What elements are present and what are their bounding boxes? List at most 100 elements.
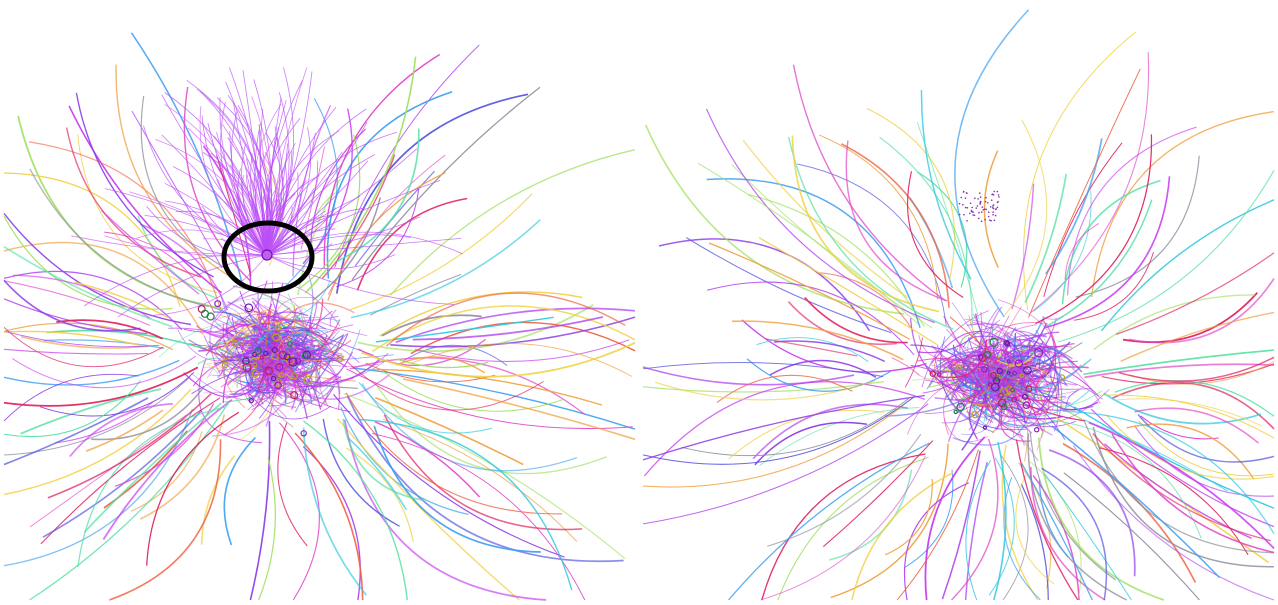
graph-edge <box>375 316 554 343</box>
graph-edge <box>968 375 1002 431</box>
isolated-node <box>992 204 995 206</box>
graph-node <box>252 351 258 358</box>
graph-node <box>290 391 299 400</box>
graph-edge <box>1114 380 1275 417</box>
graph-edge <box>756 337 869 363</box>
graph-edge <box>940 370 986 393</box>
graph-edge <box>746 358 892 392</box>
graph-edge <box>1099 394 1275 439</box>
graph-edge <box>891 357 920 376</box>
graph-node <box>953 409 958 415</box>
graph-edge <box>3 270 183 331</box>
graph-edge <box>1043 364 1082 385</box>
isolated-node <box>969 212 971 215</box>
graph-edge <box>302 420 409 601</box>
hub-edge <box>266 234 412 256</box>
graph-edge <box>102 398 233 540</box>
graph-edge <box>941 450 981 600</box>
isolated-node <box>990 219 992 222</box>
graph-edge <box>1020 483 1049 601</box>
graph-edge <box>952 385 1037 446</box>
graph-node <box>259 355 264 360</box>
graph-node <box>271 346 278 354</box>
graph-edge <box>20 388 162 435</box>
isolated-node <box>962 190 965 193</box>
graph-edge <box>20 335 149 349</box>
graph-edge <box>258 457 276 601</box>
graph-edge <box>909 317 985 400</box>
graph-edge <box>299 134 361 289</box>
graph-edge <box>324 377 354 404</box>
graph-edge <box>1051 346 1061 393</box>
graph-edge <box>1005 345 1060 397</box>
graph-node <box>248 398 254 404</box>
isolated-node <box>994 208 997 211</box>
isolated-node <box>970 209 973 212</box>
graph-edge <box>642 362 884 378</box>
graph-edge <box>758 237 938 345</box>
graph-edge <box>101 210 200 295</box>
graph-edge <box>383 414 583 531</box>
graph-edge <box>346 436 407 511</box>
graph-edge <box>904 337 923 388</box>
hub-edge <box>164 182 268 256</box>
graph-edge <box>268 360 306 407</box>
graph-edge <box>351 86 541 281</box>
hub-edge <box>265 151 278 256</box>
graph-edge <box>85 409 164 452</box>
graph-edge <box>272 346 288 378</box>
hub-edge <box>161 134 268 256</box>
graph-edge <box>130 431 203 512</box>
graph-edge <box>198 358 262 444</box>
graph-edge <box>1011 183 1035 310</box>
graph-edge <box>396 356 486 374</box>
graph-edge <box>3 373 139 422</box>
hub-edge <box>266 160 369 256</box>
isolated-node <box>992 213 994 216</box>
graph-edge <box>1090 408 1275 528</box>
graph-edge <box>1138 420 1275 477</box>
graph-edge <box>265 356 276 360</box>
graph-edge <box>395 307 636 344</box>
isolated-node <box>989 206 992 208</box>
graph-edge <box>787 301 897 345</box>
graph-node <box>279 372 285 378</box>
graph-edge <box>903 469 954 569</box>
graph-edge <box>1003 378 1016 392</box>
hub-edge <box>153 254 268 316</box>
graph-edge <box>1051 425 1221 579</box>
graph-edge <box>40 371 195 417</box>
graph-edge <box>374 421 481 498</box>
isolated-node <box>980 211 983 213</box>
graph-edge <box>979 322 1049 387</box>
graph-edge <box>754 421 868 466</box>
graph-edge <box>916 171 968 288</box>
graph-edge <box>327 172 446 301</box>
hub-edge <box>266 231 463 256</box>
graph-edge <box>326 90 453 279</box>
isolated-node <box>984 218 986 221</box>
graph-edge <box>1045 138 1103 275</box>
graph-edge <box>264 310 272 364</box>
graph-edge <box>924 371 996 414</box>
graph-edge <box>938 358 1036 387</box>
graph-node <box>274 381 282 390</box>
graph-edge <box>321 154 396 280</box>
graph-node <box>1021 393 1028 400</box>
graph-node <box>301 352 309 359</box>
graph-edge <box>1103 392 1262 425</box>
hub-edge-fan <box>71 67 463 318</box>
graph-edge <box>1003 367 1050 378</box>
hub-edge <box>201 115 268 256</box>
graph-edge <box>845 140 948 302</box>
graph-edge <box>216 155 252 276</box>
graph-node <box>242 362 252 372</box>
graph-edge <box>685 237 892 334</box>
graph-edge <box>252 342 276 367</box>
graph-edge <box>379 291 583 337</box>
isolated-node <box>987 215 990 218</box>
graph-edge <box>1092 433 1271 542</box>
graph-edge <box>957 382 988 403</box>
graph-edge <box>223 328 245 359</box>
graph-edge <box>274 334 284 358</box>
